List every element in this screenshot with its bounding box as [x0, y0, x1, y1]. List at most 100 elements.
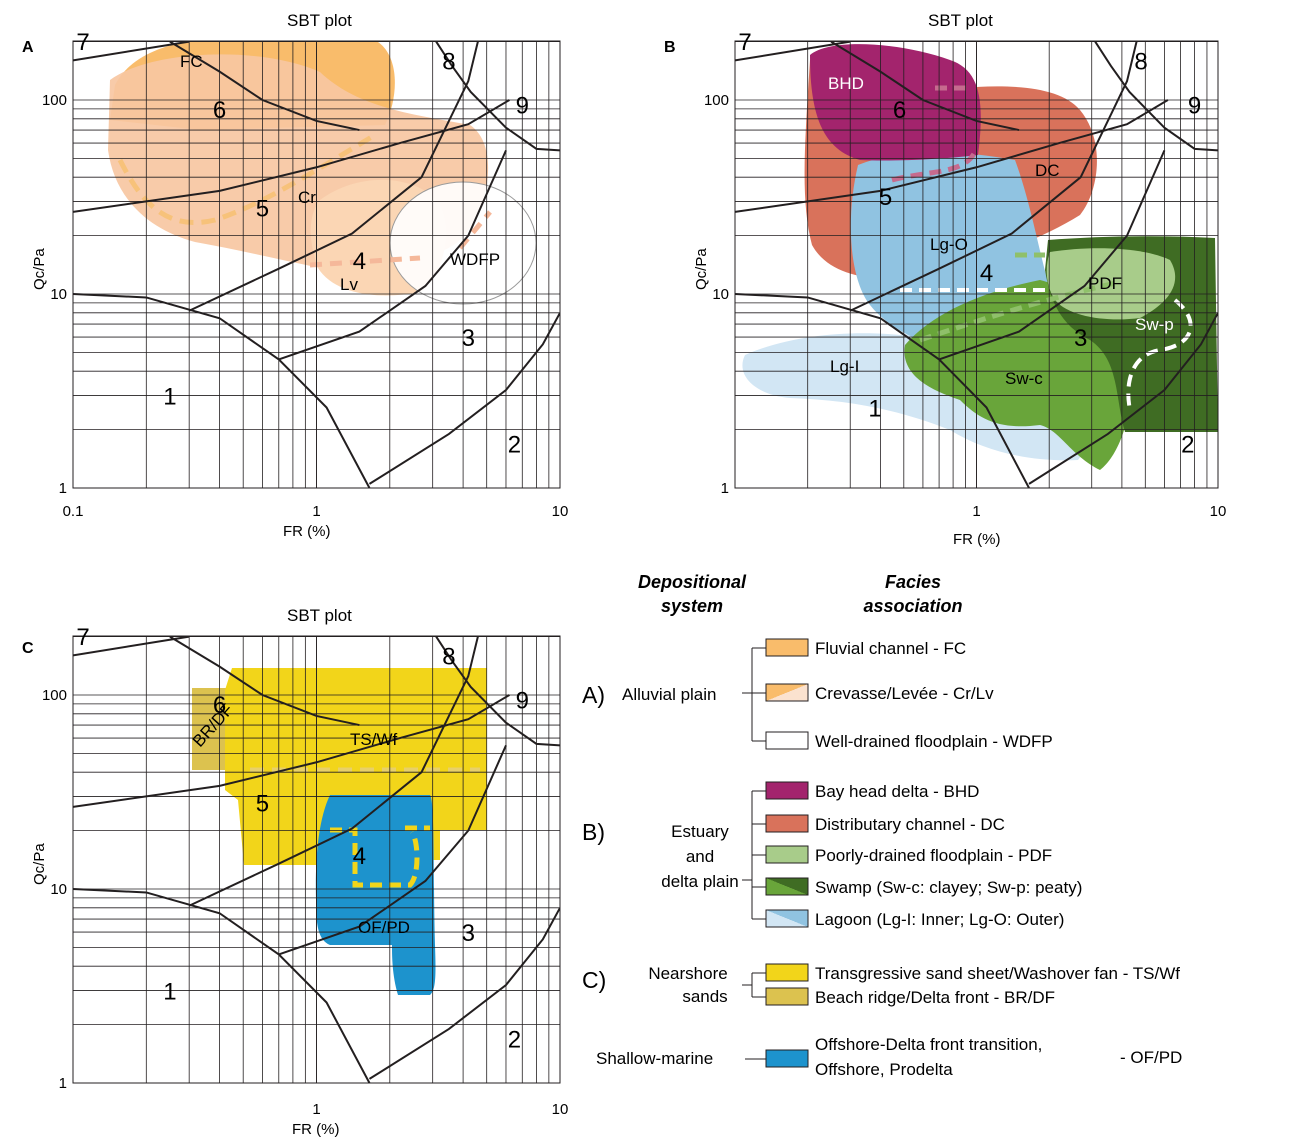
legend-group-d-system: Shallow-marine [596, 1049, 713, 1068]
y-tick-label: 10 [50, 881, 67, 898]
panel-b-ticks: 1 10 1 10 100 [704, 92, 1226, 520]
legend-item-of-pd-1: Offshore-Delta front transition, [815, 1035, 1042, 1054]
panel-b: SBT plot B 1 10 1 10 100 1 2 3 4 5 6 7 8 9 BHD DC Lg… [664, 11, 1226, 548]
legend-header-facies-2: association [863, 596, 962, 616]
sbt-zone-5: 5 [256, 790, 269, 817]
sbt-boundary-curve [73, 694, 510, 808]
sbt-boundary-curve [735, 99, 1169, 213]
sbt-boundary-curve [278, 149, 507, 361]
legend-item-ts-wf: Transgressive sand sheet/Washover fan - … [815, 964, 1180, 983]
panel-a-ylabel: Qc/Pa [31, 248, 48, 290]
sbt-zone-3: 3 [462, 325, 475, 352]
label-lg-i: Lg-I [830, 357, 859, 376]
legend-bracket-a [742, 647, 766, 742]
panel-c-grid [72, 636, 561, 1084]
panel-b-sbt-boundaries [735, 41, 1218, 488]
legend-item-fc: Fluvial channel - FC [815, 639, 966, 658]
panel-a-facies [108, 41, 537, 305]
label-dc: DC [1035, 161, 1060, 180]
sbt-boundary-curve [188, 41, 479, 312]
y-tick-label: 100 [42, 92, 67, 109]
sbt-boundary-curve [830, 41, 1020, 132]
sbt-zone-6: 6 [893, 97, 906, 124]
sbt-boundary-curve [278, 744, 507, 956]
legend-group-b-letter: B) [582, 819, 605, 845]
sbt-zone-3: 3 [462, 920, 475, 947]
x-tick-label: 1 [312, 1101, 320, 1118]
sbt-zone-2: 2 [1181, 431, 1194, 458]
legend-swatch-dc [765, 814, 809, 833]
legend-group-a-letter: A) [582, 682, 605, 708]
sbt-zone-5: 5 [256, 195, 269, 222]
panel-b-facies [742, 44, 1218, 470]
sbt-zone-4: 4 [353, 248, 366, 275]
panel-c-zone-labels: 1 2 3 4 5 6 7 8 9 [76, 624, 529, 1053]
sbt-boundary-curve [73, 636, 190, 657]
panel-b-xlabel: FR (%) [953, 531, 1001, 548]
sbt-boundary-curve [435, 636, 560, 747]
sbt-zone-9: 9 [516, 92, 529, 119]
legend-item-br-df: Beach ridge/Delta front - BR/DF [815, 988, 1055, 1007]
legend-group-a-system: Alluvial plain [622, 685, 717, 704]
legend-header-system-1: Depositional [638, 572, 747, 592]
sbt-zone-9: 9 [1188, 92, 1201, 119]
label-pdf: PDF [1088, 274, 1122, 293]
legend-item-dc: Distributary channel - DC [815, 815, 1005, 834]
legend-swatch-swamp [765, 877, 809, 896]
y-tick-label: 10 [712, 286, 729, 303]
legend-bracket-b [742, 790, 766, 920]
sbt-zone-5: 5 [879, 184, 892, 211]
sbt-boundary-curve [368, 907, 560, 1080]
label-sw-c: Sw-c [1005, 369, 1043, 388]
label-cr: Cr [298, 188, 316, 207]
sbt-zone-6: 6 [213, 97, 226, 124]
legend-item-swamp: Swamp (Sw-c: clayey; Sw-p: peaty) [815, 878, 1082, 897]
x-tick-label: 10 [552, 1101, 569, 1118]
sbt-zone-4: 4 [353, 843, 366, 870]
sbt-boundary-curve [849, 41, 1138, 312]
panel-a-zone-labels: 1 2 3 4 5 6 7 8 9 [76, 29, 529, 458]
panel-b-zone-labels: 1 2 3 4 5 6 7 8 9 [738, 29, 1201, 458]
x-tick-label: 10 [1210, 503, 1227, 520]
sbt-boundary-curve [73, 293, 371, 488]
sbt-boundary-curve [368, 312, 560, 485]
legend-swatch-lagoon [765, 909, 809, 928]
sbt-zone-8: 8 [1134, 48, 1147, 75]
sbt-zone-3: 3 [1074, 325, 1087, 352]
legend-group-c-system-1: Nearshore [648, 964, 727, 983]
legend-swatch-ts-wf [765, 963, 809, 982]
label-wdfp: WDFP [450, 250, 500, 269]
legend-swatch-bhd [765, 781, 809, 800]
panel-a-frame [72, 40, 561, 489]
y-tick-label: 1 [59, 480, 67, 497]
sbt-boundary-curve [73, 99, 510, 213]
legend-swatch-cr-lv [765, 683, 809, 702]
label-ts-wf: TS/Wf [350, 730, 397, 749]
sbt-boundary-curve [188, 636, 479, 907]
panel-b-frame [734, 40, 1219, 489]
x-tick-label: 1 [972, 503, 980, 520]
legend-item-wdfp: Well-drained floodplain - WDFP [815, 732, 1053, 751]
label-lg-o: Lg-O [930, 235, 968, 254]
sbt-boundary-curve [735, 293, 1030, 488]
legend-bracket-c [742, 972, 766, 998]
panel-a-grid [72, 41, 561, 489]
x-tick-label: 0.1 [63, 503, 84, 520]
panel-a-letter: A [22, 39, 34, 56]
sbt-boundary-curve [73, 41, 190, 62]
panel-a-xlabel: FR (%) [283, 523, 331, 540]
panel-a-sbt-boundaries [73, 41, 560, 488]
sbt-zone-9: 9 [516, 687, 529, 714]
y-tick-label: 1 [721, 480, 729, 497]
sbt-boundary-curve [73, 888, 371, 1083]
trend-dash-a2 [309, 210, 492, 268]
panel-c-ylabel: Qc/Pa [31, 843, 48, 885]
legend: Depositional system Facies association A… [582, 572, 1182, 1079]
label-of-pd: OF/PD [358, 918, 410, 937]
sbt-zone-7: 7 [738, 29, 751, 56]
legend-item-of-pd-3: - OF/PD [1120, 1048, 1182, 1067]
legend-item-of-pd-2: Offshore, Prodelta [815, 1060, 953, 1079]
panel-a-ticks: 0.1 1 10 1 10 100 [42, 92, 568, 520]
panel-c-xlabel: FR (%) [292, 1121, 340, 1138]
